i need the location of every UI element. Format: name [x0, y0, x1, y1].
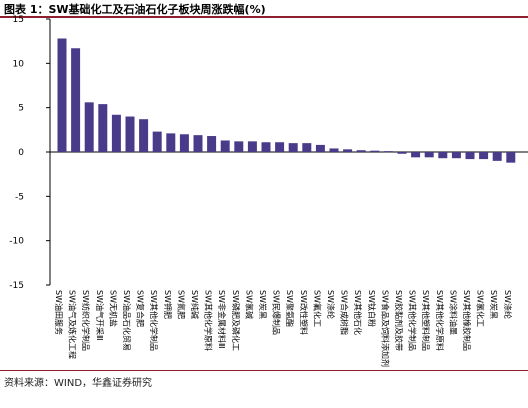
bar [193, 135, 203, 152]
x-category-label: SW油气开采Ⅲ [95, 290, 105, 341]
bar [98, 104, 108, 152]
x-category-label: SW油品石化贸易 [122, 290, 132, 351]
bar [125, 116, 135, 152]
figure-title: 图表 1：SW基础化工及石油石化子板块周涨跌幅(%) [4, 3, 266, 16]
bar [288, 143, 298, 152]
x-category-label: SW炭黑 [489, 290, 498, 319]
x-category-label: SW油田服务 [54, 290, 64, 335]
x-category-label: SW氯碱 [244, 290, 254, 319]
bar [261, 142, 271, 152]
y-tick-label: 10 [13, 59, 25, 69]
bar [356, 150, 366, 152]
bar [370, 150, 380, 152]
bar-series [57, 38, 516, 163]
y-axis: 15 10 5 0 -5 -10 -15 [9, 15, 528, 291]
bar [139, 119, 149, 152]
bar [343, 149, 353, 152]
bar [479, 152, 489, 160]
x-category-label: SW无机盐 [108, 290, 118, 327]
x-category-label: SW胶黏剂及胶带 [394, 290, 404, 351]
x-axis-labels: SW油田服务 SW油气及炼化工程 SW纺织化学制品 SW油气开采Ⅲ SW无机盐 SW油品石… [54, 290, 513, 367]
y-tick-label: 0 [18, 148, 24, 158]
y-tick-label: -15 [9, 281, 24, 291]
bar [275, 142, 285, 152]
bar [424, 152, 434, 158]
source-rule [0, 370, 528, 371]
x-category-label: SW复合肥 [136, 290, 146, 327]
x-category-label: SW其他化学原料 [435, 290, 445, 351]
bar [411, 152, 421, 158]
x-category-label: SW磷肥及磷化工 [231, 290, 241, 351]
bar [329, 148, 339, 152]
bar [451, 152, 461, 159]
bar [71, 48, 81, 153]
x-category-label: SW油气及炼化工程 [68, 290, 78, 359]
x-category-label: SW钛白粉 [367, 290, 377, 327]
x-category-label: SW非金属材料Ⅲ [217, 290, 227, 349]
x-category-label: SW其他塑料制品 [421, 290, 431, 351]
bar [302, 143, 312, 152]
x-category-label: SW涤纶 [503, 290, 513, 319]
x-category-label: SW涂料油墨 [448, 290, 458, 335]
bar [234, 141, 244, 152]
bar [166, 133, 176, 152]
x-category-label: SW改性塑料 [299, 290, 309, 335]
x-category-label: SW食品及饲料添加剂 [380, 290, 390, 367]
x-category-label: SW其他化学制品 [149, 290, 159, 351]
y-tick-label: -10 [9, 237, 24, 247]
x-category-label: SW其他石化 [353, 290, 363, 335]
bar [84, 102, 94, 152]
x-category-label: SW钾肥 [163, 290, 172, 319]
x-category-label: SW氯化工 [476, 290, 486, 327]
source-note: 资料来源：WIND，华鑫证券研究 [4, 378, 153, 389]
x-category-label: SW氮肥 [176, 290, 186, 319]
bar [506, 152, 516, 163]
x-category-label: SW其他橡胶制品 [462, 290, 472, 351]
bar [179, 134, 189, 152]
bar [465, 152, 475, 160]
bar [220, 140, 230, 152]
y-tick-label: 5 [18, 104, 24, 114]
bar [57, 38, 67, 152]
bar [315, 144, 325, 152]
bar [152, 131, 162, 152]
y-tick-label: -5 [15, 192, 24, 202]
bar [111, 114, 121, 152]
bar [247, 141, 257, 152]
x-category-label: SW涤纶 [326, 290, 336, 319]
bar [397, 152, 407, 154]
title-rule [0, 16, 528, 18]
y-tick-label: 15 [13, 15, 24, 25]
x-category-label: SW纯碱 [190, 290, 200, 319]
x-category-label: SW其他化学制品 [408, 290, 418, 351]
bar [207, 136, 217, 152]
x-category-label: SW聚氨酯 [285, 290, 295, 327]
x-category-label: SW民爆制品 [272, 290, 282, 335]
bar [438, 152, 448, 159]
x-category-label: SW氟化工 [312, 290, 322, 327]
x-category-label: SW纺织化学制品 [81, 290, 91, 351]
bar [383, 151, 393, 153]
x-category-label: SW其他化学原料 [204, 290, 214, 351]
x-category-label: SW炭黑 [258, 290, 267, 319]
bar [492, 152, 502, 161]
x-category-label: SW合成树脂 [340, 290, 350, 335]
